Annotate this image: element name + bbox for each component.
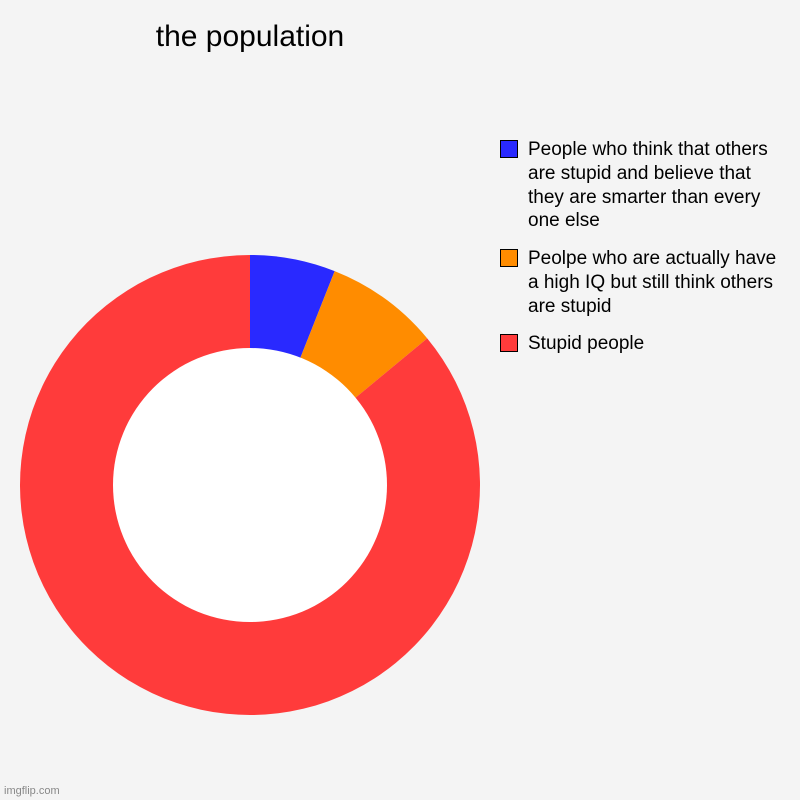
legend: People who think that others are stupid …: [500, 138, 780, 370]
watermark: imgflip.com: [4, 785, 60, 797]
donut-chart: [20, 255, 480, 720]
legend-swatch: [500, 140, 518, 158]
chart-canvas: the population People who think that oth…: [0, 0, 800, 800]
legend-item: Peolpe who are actually have a high IQ b…: [500, 247, 780, 318]
legend-label: People who think that others are stupid …: [528, 138, 780, 233]
legend-label: Stupid people: [528, 332, 644, 356]
legend-swatch: [500, 334, 518, 352]
legend-item: People who think that others are stupid …: [500, 138, 780, 233]
legend-label: Peolpe who are actually have a high IQ b…: [528, 247, 780, 318]
chart-title: the population: [0, 20, 500, 54]
legend-swatch: [500, 249, 518, 267]
donut-hole: [113, 348, 387, 622]
legend-item: Stupid people: [500, 332, 780, 356]
